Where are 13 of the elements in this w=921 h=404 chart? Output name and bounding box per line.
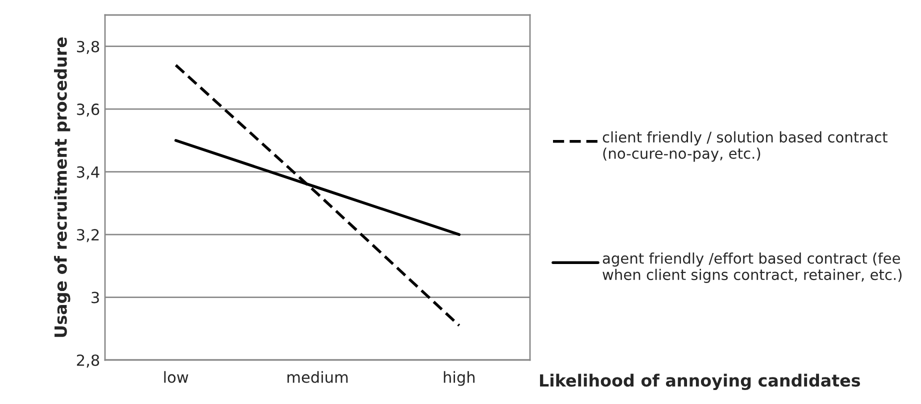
x-tick-label: medium [287,371,348,383]
x-tick-label: high [444,371,475,386]
y-tick-label: 3,6 [77,104,100,117]
y-tick-label: 3 [92,292,99,304]
x-axis-title: Likelihood of annoying candidates [540,374,860,390]
y-tick-label: 2,8 [76,354,100,368]
y-tick-label: 3,8 [77,40,100,54]
x-tick-label: low [164,371,188,383]
y-axis-title: Usage of recruitment procedure [54,37,70,337]
y-tick-label: 3,2 [77,229,99,242]
legend-label: client friendly / solution based contract (no-cure-no-pay, etc.) [602,131,888,162]
legend-label: agent friendly /effort based contract (fee when client signs contract, retainer, etc.) [602,252,902,283]
y-tick-label: 3,4 [77,166,100,180]
